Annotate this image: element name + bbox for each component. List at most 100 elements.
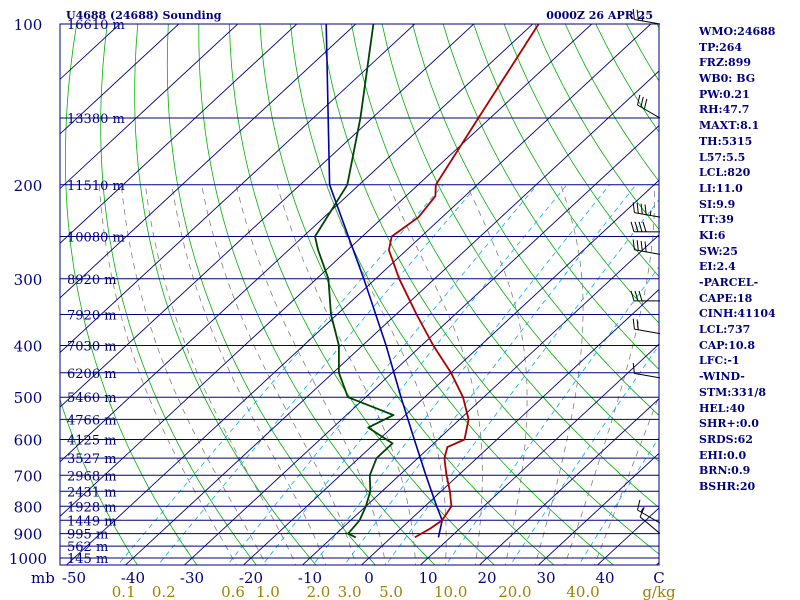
mixing-ratio-label: 3.0 xyxy=(338,583,362,600)
isotherms xyxy=(60,24,659,565)
wind-barb xyxy=(632,239,661,255)
barb-flag xyxy=(634,290,639,302)
barb-flag xyxy=(637,499,641,511)
index-line: -PARCEL- xyxy=(699,276,759,289)
index-line: WMO:24688 xyxy=(699,25,776,38)
index-line: HEL:40 xyxy=(699,401,745,415)
dry-adiabat xyxy=(290,24,615,565)
barb-half xyxy=(641,15,644,21)
barb-flag xyxy=(630,290,635,302)
wind-barbs xyxy=(630,9,661,534)
mixing-ratio-label: 0.1 xyxy=(112,583,136,600)
index-line: -WIND- xyxy=(699,370,745,384)
height-label: 5460 m xyxy=(67,391,117,406)
pressure-label: 600 xyxy=(14,432,43,450)
temp-tick-label: -50 xyxy=(62,569,86,587)
mixing-ratio-label: 2.0 xyxy=(306,583,330,600)
barb-flag xyxy=(644,204,647,215)
wind-barb xyxy=(637,94,661,119)
index-line: LCL:737 xyxy=(699,323,751,337)
index-line: L57:5.5 xyxy=(699,150,746,164)
height-label: 145 m xyxy=(67,552,108,567)
barb-flag xyxy=(632,202,635,213)
barb-flag xyxy=(634,221,639,232)
barb-flag xyxy=(636,202,639,214)
height-label: 13380 m xyxy=(67,112,125,127)
moist-adiabat xyxy=(235,184,387,565)
mixing-ratio-label: 5.0 xyxy=(379,583,403,600)
height-label: 6206 m xyxy=(67,367,117,382)
temp-tick-label: 30 xyxy=(536,569,555,587)
index-line: TP:264 xyxy=(699,40,743,54)
mixing-ratio-lines xyxy=(117,184,659,565)
mixing-ratio-label: 0.2 xyxy=(152,583,176,600)
barb-staff xyxy=(634,328,661,335)
barb-staff xyxy=(634,212,661,218)
index-line: LFC:-1 xyxy=(699,354,740,368)
barb-flag xyxy=(632,318,635,330)
mixing-ratio-label: 20.0 xyxy=(498,583,531,600)
temp-tick-label: -30 xyxy=(180,569,204,587)
barb-flag xyxy=(636,319,639,330)
index-line: LI:11.0 xyxy=(699,181,743,195)
mixing-ratio-line xyxy=(157,184,479,565)
height-label: 11510 m xyxy=(67,179,125,194)
barb-flag xyxy=(632,239,635,250)
barb-flag xyxy=(640,96,644,108)
dry-adiabats xyxy=(60,24,659,565)
barb-flag xyxy=(644,241,647,252)
isotherm xyxy=(60,24,357,299)
isotherm xyxy=(60,24,593,517)
index-line: PW:0.21 xyxy=(699,87,750,101)
temp-tick-label: 10 xyxy=(418,569,437,587)
dry-adiabat xyxy=(259,24,555,565)
mixing-ratio-label: 40.0 xyxy=(566,583,599,600)
height-label: 7030 m xyxy=(67,340,117,355)
mixing-ratio-label: 1.0 xyxy=(256,583,280,600)
mixing-ratio-line xyxy=(385,199,659,565)
height-label: 3527 m xyxy=(67,452,117,467)
wind-barb xyxy=(639,507,661,534)
index-line: FRZ:899 xyxy=(699,56,752,70)
temp-unit-label: C xyxy=(653,569,664,587)
index-line: KI:6 xyxy=(699,228,726,242)
wind-barb xyxy=(632,9,661,25)
index-line: CINH:41104 xyxy=(699,307,776,321)
station-title: U4688 (24688) Sounding xyxy=(66,9,222,22)
temp-tick-label: 20 xyxy=(477,569,496,587)
pressure-label: 800 xyxy=(14,498,43,516)
dry-adiabat xyxy=(100,24,257,565)
moist-adiabat xyxy=(145,184,297,565)
isobars xyxy=(60,23,659,559)
isotherm xyxy=(360,288,659,565)
height-label: 4125 m xyxy=(67,434,117,449)
isotherm xyxy=(60,24,239,190)
isotherm xyxy=(537,452,659,565)
index-line: SHR+:0.0 xyxy=(699,417,759,431)
barb-flag xyxy=(636,9,639,21)
isotherm xyxy=(242,179,659,565)
index-line: BRN:0.9 xyxy=(699,464,751,478)
height-label: 16610 m xyxy=(67,18,125,33)
barb-flag xyxy=(640,203,643,215)
barb-flag xyxy=(639,507,645,518)
barb-flag xyxy=(638,290,643,302)
height-label: 1449 m xyxy=(67,514,117,529)
index-line: SW:25 xyxy=(699,244,738,258)
height-label: 8920 m xyxy=(67,273,117,288)
isotherm xyxy=(60,24,298,244)
pressure-label: 1000 xyxy=(9,550,47,568)
moist-adiabat xyxy=(594,394,659,565)
mixing-ratio-line xyxy=(262,184,568,565)
mixing-ratio-line xyxy=(445,266,659,565)
barb-flag xyxy=(640,240,643,252)
height-label: 1928 m xyxy=(67,500,117,515)
barb-flag xyxy=(630,221,635,232)
barb-staff xyxy=(634,249,661,255)
parcel-trace xyxy=(325,24,444,538)
dry-adiabat xyxy=(60,398,138,565)
temp-tick-label: -40 xyxy=(121,569,145,587)
mixing-ratio-line xyxy=(227,184,538,565)
index-line: WB0: BG xyxy=(699,72,756,86)
